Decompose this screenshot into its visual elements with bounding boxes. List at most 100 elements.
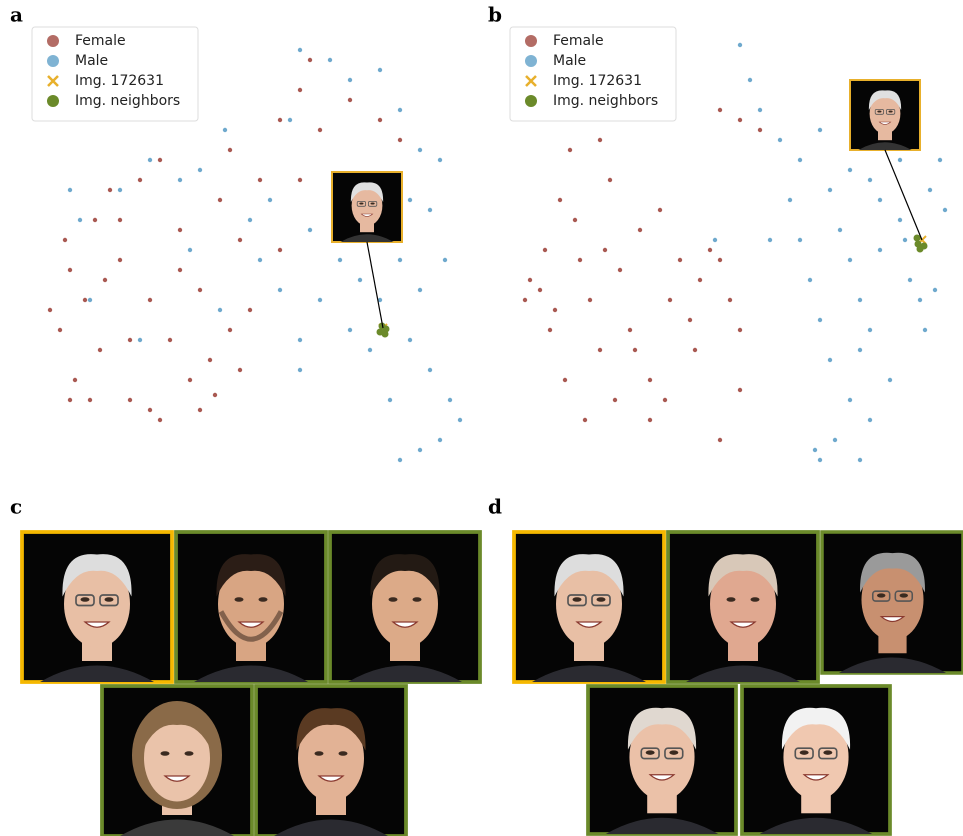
point bbox=[943, 208, 947, 212]
point bbox=[573, 218, 577, 222]
point bbox=[298, 48, 302, 52]
point bbox=[248, 308, 252, 312]
point bbox=[548, 328, 552, 332]
point bbox=[608, 178, 612, 182]
point bbox=[448, 398, 452, 402]
point bbox=[718, 108, 722, 112]
eye bbox=[669, 750, 678, 754]
point bbox=[378, 118, 382, 122]
legend-marker bbox=[525, 55, 537, 67]
point bbox=[188, 378, 192, 382]
eye bbox=[413, 597, 422, 602]
eye bbox=[800, 750, 809, 754]
point bbox=[858, 458, 862, 462]
point bbox=[678, 258, 682, 262]
point bbox=[748, 78, 752, 82]
point bbox=[588, 298, 592, 302]
point bbox=[938, 158, 942, 162]
face-image bbox=[102, 686, 252, 836]
point bbox=[278, 288, 282, 292]
point bbox=[578, 258, 582, 262]
eye bbox=[597, 597, 606, 602]
connector bbox=[367, 242, 383, 328]
point bbox=[298, 88, 302, 92]
point bbox=[63, 238, 67, 242]
eye bbox=[235, 597, 244, 602]
point bbox=[898, 218, 902, 222]
point bbox=[148, 408, 152, 412]
point bbox=[728, 298, 732, 302]
point bbox=[228, 328, 232, 332]
legend-label: Male bbox=[75, 53, 108, 69]
point bbox=[888, 378, 892, 382]
point bbox=[258, 178, 262, 182]
point bbox=[868, 418, 872, 422]
eye bbox=[573, 597, 582, 602]
eye bbox=[900, 593, 908, 597]
legend-label: Female bbox=[553, 33, 604, 49]
eye bbox=[646, 750, 655, 754]
point bbox=[298, 368, 302, 372]
legend-label: Img. 172631 bbox=[553, 73, 642, 89]
point bbox=[368, 348, 372, 352]
point bbox=[908, 278, 912, 282]
point bbox=[718, 438, 722, 442]
point bbox=[848, 258, 852, 262]
legend-marker bbox=[525, 35, 537, 47]
point bbox=[878, 198, 882, 202]
eye bbox=[359, 202, 363, 204]
point bbox=[778, 138, 782, 142]
legend-label: Female bbox=[75, 33, 126, 49]
legend-label: Img. neighbors bbox=[75, 93, 180, 109]
point bbox=[858, 298, 862, 302]
point bbox=[223, 128, 227, 132]
point bbox=[93, 218, 97, 222]
face-image bbox=[742, 686, 890, 834]
point bbox=[903, 238, 907, 242]
point bbox=[408, 338, 412, 342]
point bbox=[523, 298, 527, 302]
point bbox=[308, 228, 312, 232]
legend-label: Img. 172631 bbox=[75, 73, 164, 89]
point bbox=[428, 368, 432, 372]
point bbox=[898, 158, 902, 162]
face-image bbox=[256, 686, 406, 836]
eye bbox=[371, 202, 375, 204]
point bbox=[238, 368, 242, 372]
connector bbox=[885, 150, 922, 240]
point bbox=[348, 98, 352, 102]
point bbox=[238, 238, 242, 242]
point bbox=[848, 398, 852, 402]
point bbox=[798, 238, 802, 242]
point bbox=[68, 268, 72, 272]
face-image bbox=[588, 686, 736, 834]
point bbox=[258, 258, 262, 262]
point bbox=[738, 328, 742, 332]
point bbox=[98, 348, 102, 352]
point bbox=[788, 198, 792, 202]
point bbox=[418, 148, 422, 152]
eye bbox=[389, 597, 398, 602]
point bbox=[638, 228, 642, 232]
point bbox=[358, 278, 362, 282]
point bbox=[738, 43, 742, 47]
face-image bbox=[514, 532, 664, 682]
point bbox=[758, 108, 762, 112]
point bbox=[438, 438, 442, 442]
point bbox=[288, 118, 292, 122]
figure: a b c d FemaleMaleImg. 172631Img. neighb… bbox=[0, 0, 963, 836]
point bbox=[443, 258, 447, 262]
point bbox=[648, 418, 652, 422]
point bbox=[563, 378, 567, 382]
point bbox=[348, 78, 352, 82]
point bbox=[923, 328, 927, 332]
point bbox=[603, 248, 607, 252]
point bbox=[628, 328, 632, 332]
point bbox=[693, 348, 697, 352]
eye bbox=[877, 110, 881, 112]
point bbox=[58, 328, 62, 332]
neighbor-point bbox=[914, 235, 921, 242]
point bbox=[398, 458, 402, 462]
eye bbox=[105, 597, 114, 602]
point bbox=[878, 248, 882, 252]
